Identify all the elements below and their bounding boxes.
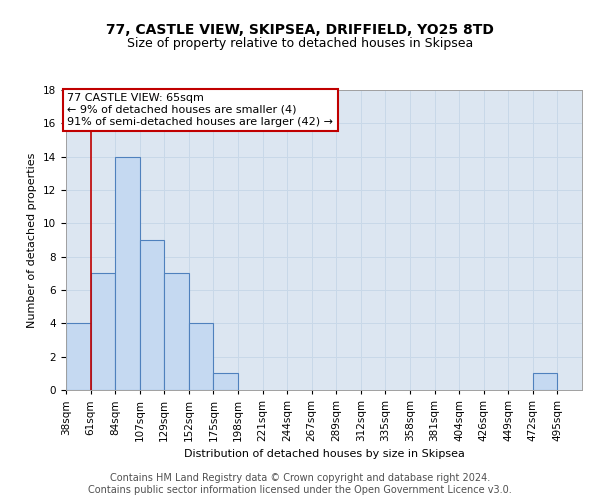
Text: 77, CASTLE VIEW, SKIPSEA, DRIFFIELD, YO25 8TD: 77, CASTLE VIEW, SKIPSEA, DRIFFIELD, YO2… bbox=[106, 22, 494, 36]
Bar bbox=[164, 274, 189, 390]
Text: Size of property relative to detached houses in Skipsea: Size of property relative to detached ho… bbox=[127, 38, 473, 51]
Text: 77 CASTLE VIEW: 65sqm
← 9% of detached houses are smaller (4)
91% of semi-detach: 77 CASTLE VIEW: 65sqm ← 9% of detached h… bbox=[67, 94, 333, 126]
Bar bbox=[533, 374, 557, 390]
Bar bbox=[140, 240, 164, 390]
X-axis label: Distribution of detached houses by size in Skipsea: Distribution of detached houses by size … bbox=[184, 450, 464, 460]
Bar bbox=[214, 374, 238, 390]
Bar bbox=[66, 324, 91, 390]
Bar bbox=[189, 324, 214, 390]
Text: Contains HM Land Registry data © Crown copyright and database right 2024.
Contai: Contains HM Land Registry data © Crown c… bbox=[88, 474, 512, 495]
Y-axis label: Number of detached properties: Number of detached properties bbox=[28, 152, 37, 328]
Bar bbox=[91, 274, 115, 390]
Bar bbox=[115, 156, 140, 390]
